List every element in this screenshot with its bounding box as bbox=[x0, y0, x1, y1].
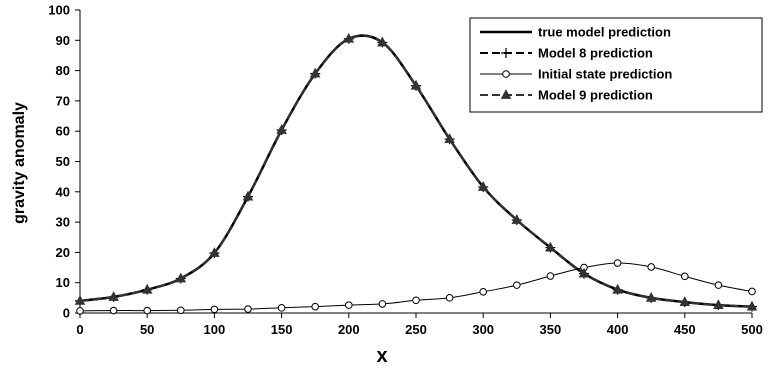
series-3 bbox=[74, 32, 758, 311]
legend: true model prediction Model 8 prediction I… bbox=[469, 17, 763, 113]
data-point bbox=[748, 287, 756, 296]
legend-item: Initial state prediction bbox=[480, 67, 672, 82]
data-point bbox=[276, 124, 287, 134]
data-point bbox=[209, 247, 220, 257]
data-point bbox=[244, 305, 252, 313]
legend-marker bbox=[502, 70, 510, 78]
x-tick-label: 250 bbox=[405, 322, 427, 337]
data-point bbox=[311, 302, 320, 311]
data-point bbox=[546, 272, 555, 280]
data-point bbox=[578, 267, 590, 278]
x-tick-label: 350 bbox=[540, 322, 562, 337]
data-point bbox=[343, 32, 355, 43]
data-point bbox=[109, 306, 118, 315]
data-point bbox=[445, 294, 454, 302]
x-tick-label: 300 bbox=[472, 322, 494, 337]
data-point bbox=[277, 304, 286, 312]
series-line bbox=[79, 34, 753, 308]
data-point bbox=[612, 283, 623, 294]
data-point bbox=[477, 181, 489, 191]
y-tick-label: 40 bbox=[56, 184, 70, 199]
y-tick-label: 30 bbox=[56, 215, 70, 230]
legend-box bbox=[469, 17, 763, 113]
legend-label: Model 8 prediction bbox=[538, 46, 653, 61]
x-tick-label: 400 bbox=[607, 322, 629, 337]
x-tick-label: 150 bbox=[271, 322, 293, 337]
data-point bbox=[647, 263, 656, 271]
data-point bbox=[613, 259, 622, 267]
legend-marker bbox=[501, 48, 511, 58]
data-point bbox=[681, 272, 689, 281]
y-tick-label: 0 bbox=[63, 306, 70, 321]
data-point bbox=[74, 295, 86, 305]
data-point bbox=[444, 133, 455, 143]
x-tick-label: 500 bbox=[741, 322, 763, 337]
data-point bbox=[76, 307, 84, 315]
data-point bbox=[479, 287, 488, 296]
y-axis-title: gravity anomaly bbox=[11, 102, 28, 224]
data-point bbox=[108, 291, 119, 301]
y-tick-label: 10 bbox=[56, 275, 70, 290]
data-point bbox=[345, 301, 353, 309]
data-point bbox=[713, 299, 724, 310]
legend-item: Model 8 prediction bbox=[480, 46, 653, 61]
data-point bbox=[210, 305, 219, 314]
y-tick-label: 70 bbox=[56, 93, 70, 108]
axes bbox=[79, 10, 752, 314]
legend-label: true model prediction bbox=[538, 25, 671, 40]
data-point bbox=[177, 306, 185, 315]
data-point bbox=[410, 79, 422, 90]
data-point bbox=[242, 190, 254, 201]
x-tick-label: 0 bbox=[76, 322, 83, 337]
data-point bbox=[513, 281, 521, 289]
data-point bbox=[714, 281, 723, 289]
data-point bbox=[143, 306, 151, 315]
data-point bbox=[545, 241, 556, 252]
legend-label: Initial state prediction bbox=[538, 67, 672, 82]
y-tick-label: 50 bbox=[56, 154, 70, 169]
x-tick-label: 200 bbox=[338, 322, 360, 337]
data-point bbox=[746, 300, 758, 311]
series-layer bbox=[74, 32, 758, 315]
y-tick-label: 20 bbox=[56, 245, 70, 260]
data-point bbox=[378, 300, 387, 308]
data-point bbox=[679, 296, 691, 306]
y-tick-label: 60 bbox=[56, 124, 70, 139]
x-tick-label: 100 bbox=[204, 322, 226, 337]
data-point bbox=[377, 36, 388, 47]
y-axis-ticks: 0 10 20 30 40 50 60 70 80 90 100 bbox=[48, 3, 80, 321]
x-tick-label: 50 bbox=[140, 322, 154, 337]
data-point bbox=[412, 296, 420, 305]
legend-label: Model 9 prediction bbox=[538, 88, 653, 103]
data-point bbox=[645, 292, 657, 302]
y-tick-label: 80 bbox=[56, 63, 70, 78]
data-point bbox=[175, 272, 187, 283]
series-2 bbox=[76, 259, 756, 315]
x-axis-title: x bbox=[376, 345, 387, 367]
data-point bbox=[511, 214, 523, 224]
y-tick-label: 90 bbox=[56, 33, 70, 48]
legend-item: true model prediction bbox=[480, 25, 671, 40]
data-point bbox=[309, 67, 321, 78]
legend-marker bbox=[500, 89, 512, 99]
y-tick-label: 100 bbox=[48, 3, 70, 18]
x-tick-label: 450 bbox=[674, 322, 696, 337]
data-point bbox=[141, 283, 153, 294]
x-axis-ticks: 0 50 100 150 200 250 300 350 400 450 500 bbox=[76, 313, 763, 337]
legend-item: Model 9 prediction bbox=[480, 88, 653, 103]
